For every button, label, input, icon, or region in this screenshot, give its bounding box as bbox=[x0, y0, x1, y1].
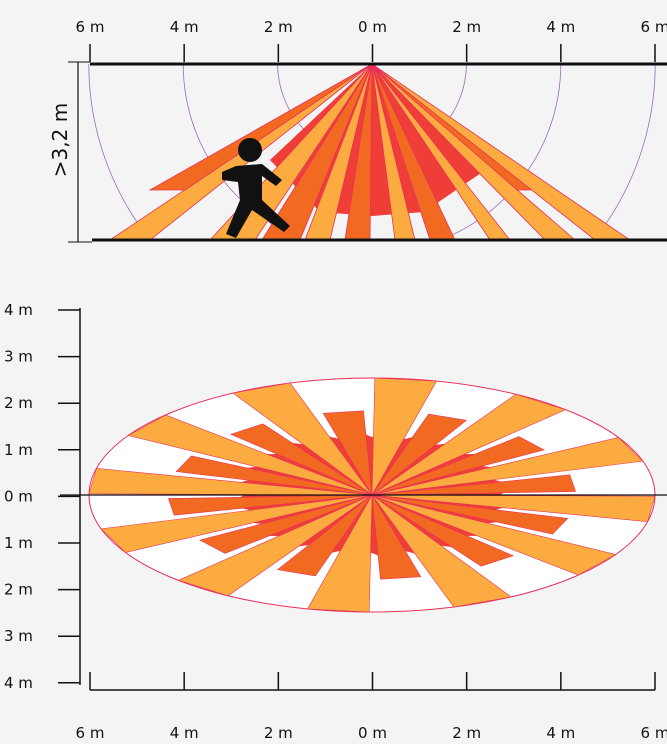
x-label: 6 m bbox=[76, 18, 105, 36]
detection-ray bbox=[371, 437, 644, 496]
detection-ray bbox=[371, 413, 468, 496]
x-label: 4 m bbox=[170, 18, 199, 36]
detection-ray bbox=[371, 436, 545, 496]
y-label: 0 m bbox=[4, 487, 33, 505]
x-label: 6 m bbox=[76, 724, 105, 742]
y-label: 1 m bbox=[4, 534, 33, 552]
x-label: 0 m bbox=[358, 18, 387, 36]
detection-ray bbox=[371, 494, 569, 535]
x-label: 2 m bbox=[264, 724, 293, 742]
range-arc bbox=[182, 64, 562, 240]
y-label: 2 m bbox=[4, 581, 33, 599]
range-arc bbox=[88, 64, 656, 240]
x-label: 4 m bbox=[170, 724, 199, 742]
detection-ray bbox=[371, 494, 515, 567]
detection-ray bbox=[175, 455, 373, 496]
height-label: >3,2 m bbox=[48, 103, 72, 177]
x-label: 6 m bbox=[641, 724, 667, 742]
x-label: 4 m bbox=[546, 18, 575, 36]
detection-ray bbox=[322, 410, 373, 496]
detection-ray bbox=[371, 393, 567, 496]
detection-ray bbox=[127, 414, 373, 496]
person-head bbox=[238, 138, 262, 162]
person-icon bbox=[222, 138, 290, 238]
person-body bbox=[222, 164, 290, 238]
detection-ray bbox=[232, 382, 373, 496]
detection-ray bbox=[167, 494, 373, 516]
y-label: 3 m bbox=[4, 348, 33, 366]
y-label: 4 m bbox=[4, 301, 33, 319]
detection-ray bbox=[371, 494, 512, 608]
detection-ray bbox=[199, 494, 373, 554]
detection-ray bbox=[306, 494, 373, 613]
y-label: 4 m bbox=[4, 674, 33, 692]
detection-ray bbox=[276, 494, 373, 577]
y-label: 1 m bbox=[4, 441, 33, 459]
detection-ray bbox=[148, 63, 373, 191]
detection-ray bbox=[229, 423, 373, 496]
detection-ray bbox=[177, 494, 373, 597]
detection-ray bbox=[371, 494, 617, 576]
y-label: 2 m bbox=[4, 394, 33, 412]
detection-ray bbox=[371, 377, 438, 496]
x-label: 0 m bbox=[358, 724, 387, 742]
detection-ray bbox=[100, 494, 373, 553]
top-view: 4 m 3 m 2 m 1 m 0 m 1 m 2 m 3 m 4 m 6 m 4 m 2 m 0 m 2… bbox=[4, 301, 667, 742]
x-label: 2 m bbox=[452, 18, 481, 36]
y-label: 3 m bbox=[4, 627, 33, 645]
x-label: 2 m bbox=[264, 18, 293, 36]
x-label: 6 m bbox=[641, 18, 667, 36]
detection-ray bbox=[371, 494, 422, 580]
x-label: 2 m bbox=[452, 724, 481, 742]
x-label: 4 m bbox=[546, 724, 575, 742]
detection-ray bbox=[371, 474, 577, 496]
side-view: 6 m 4 m 2 m 0 m 2 m 4 m 6 m bbox=[68, 18, 667, 243]
